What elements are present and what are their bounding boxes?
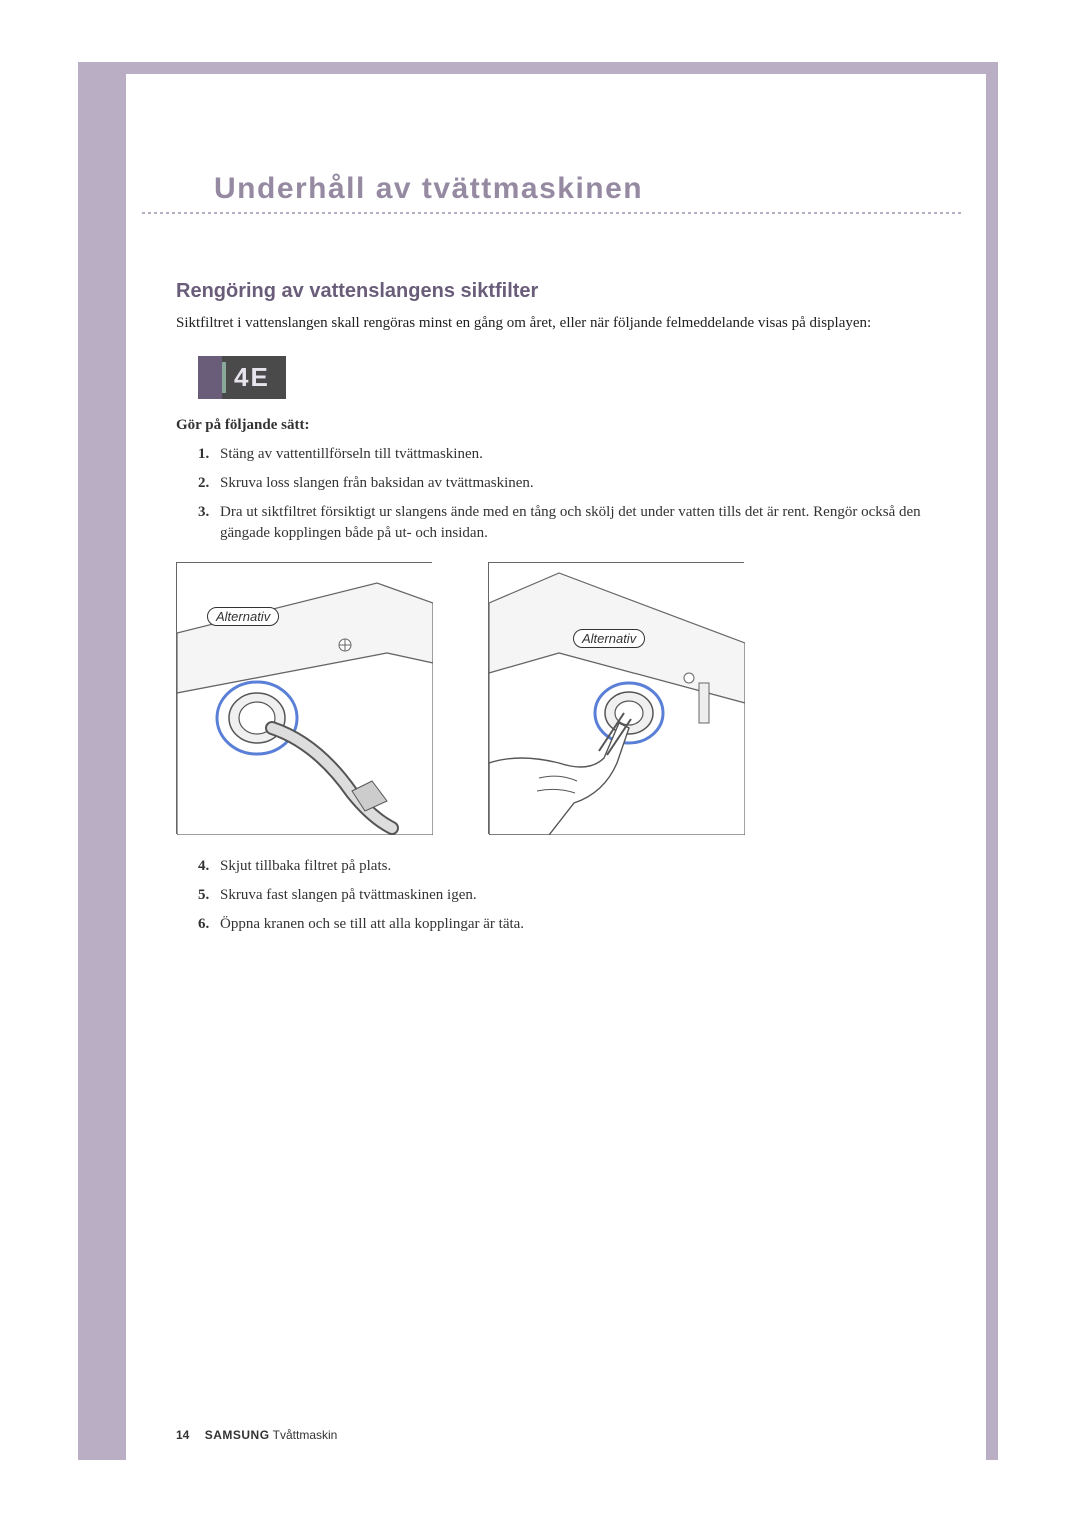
list-item: 3. Dra ut siktfiltret försiktigt ur slan… [198,502,936,544]
list-item: 5. Skruva fast slangen på tvättmaskinen … [198,885,936,906]
intro-text: Siktfiltret i vattenslangen skall rengör… [176,313,936,334]
list-item: 2. Skruva loss slangen från baksidan av … [198,473,936,494]
step-text: Öppna kranen och se till att alla koppli… [220,914,936,935]
figure-label-right: Alternativ [573,629,645,648]
step-number: 1. [198,444,220,465]
step-number: 6. [198,914,220,935]
figure-row: Alternativ Alternativ [176,562,936,834]
figure-label-left: Alternativ [207,607,279,626]
figure-right: Alternativ [488,562,744,834]
page-title: Underhåll av tvättmaskinen [214,172,643,206]
filter-remove-illustration [489,563,745,835]
page-footer: 14 SAMSUNG Tvåttmaskin [176,1428,337,1442]
footer-brand: SAMSUNG [205,1428,270,1442]
step-text: Skruva loss slangen från baksidan av tvä… [220,473,936,494]
step-number: 3. [198,502,220,544]
list-item: 4. Skjut tillbaka filtret på plats. [198,856,936,877]
step-number: 5. [198,885,220,906]
hose-disconnect-illustration [177,563,433,835]
figure-left: Alternativ [176,562,432,834]
content-area: Rengöring av vattenslangens siktfilter S… [176,280,936,953]
step-text: Skjut tillbaka filtret på plats. [220,856,936,877]
step-number: 4. [198,856,220,877]
page-sidebar-stripe [90,62,126,1460]
step-number: 2. [198,473,220,494]
title-underline [142,212,962,214]
step-text: Stäng av vattentillförseln till tvättmas… [220,444,936,465]
steps-second-list: 4. Skjut tillbaka filtret på plats. 5. S… [198,856,936,935]
step-text: Dra ut siktfiltret försiktigt ur slangen… [220,502,936,544]
sub-heading: Gör på följande sätt: [176,417,936,434]
page-number: 14 [176,1428,189,1442]
steps-first-list: 1. Stäng av vattentillförseln till tvätt… [198,444,936,544]
list-item: 1. Stäng av vattentillförseln till tvätt… [198,444,936,465]
error-code-display: 4E [198,356,286,399]
error-code-text: 4E [214,362,270,392]
list-item: 6. Öppna kranen och se till att alla kop… [198,914,936,935]
section-heading: Rengöring av vattenslangens siktfilter [176,280,936,303]
step-text: Skruva fast slangen på tvättmaskinen ige… [220,885,936,906]
footer-product: Tvåttmaskin [270,1428,338,1442]
